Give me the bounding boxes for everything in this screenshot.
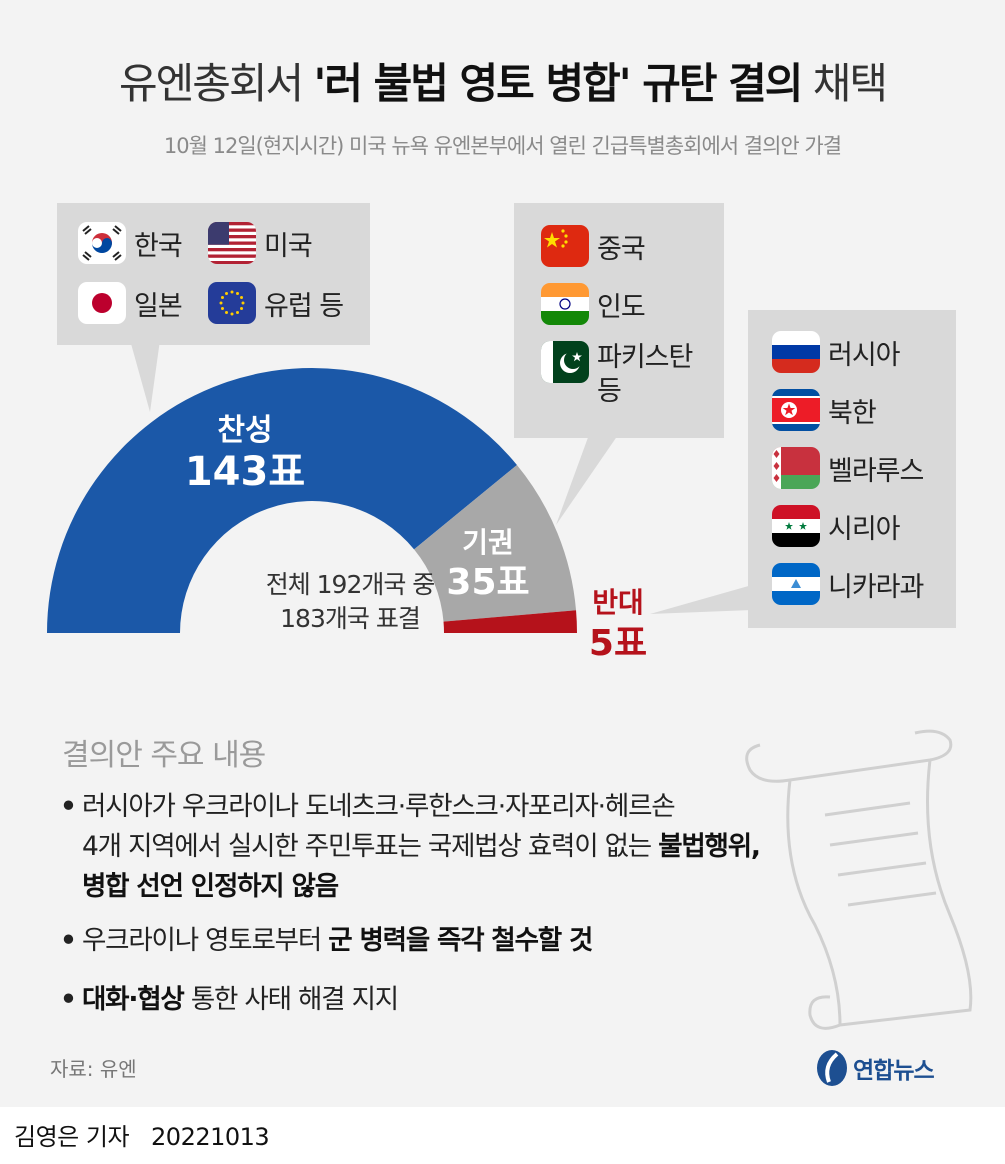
chart-center-label: 전체 192개국 중 183개국 표결: [265, 570, 436, 633]
yonhap-logo-icon: [817, 1050, 847, 1086]
chart-segment-favor: [47, 368, 517, 633]
country-syria: 시리아: [772, 505, 901, 547]
segment-value-label: 5표: [589, 623, 647, 664]
country-nicaragua: 니카라과: [772, 563, 924, 605]
country-usa: 미국: [208, 222, 313, 264]
japan-flag-icon: [78, 282, 126, 324]
page-subtitle: 10월 12일(현지시간) 미국 뉴욕 유엔본부에서 열린 긴급특별총회에서 결…: [163, 134, 842, 158]
india-flag-icon: [541, 283, 589, 325]
footer-credit: 김영은 기자 20221013: [14, 1117, 291, 1152]
resolution-heading: 결의안 주요 내용: [62, 738, 266, 773]
yonhap-logo: 연합뉴스: [815, 1048, 935, 1088]
scroll-icon: [745, 729, 973, 1030]
syria-flag-icon: [772, 505, 820, 547]
resolution-item-2: • 우크라이나 영토로부터 군 병력을 즉각 철수할 것: [60, 925, 593, 956]
country-korea: 한국: [78, 222, 183, 264]
korea-flag-icon: [78, 222, 126, 264]
eu-flag-icon: [208, 282, 256, 324]
resolution-item-1: • 러시아가 우크라이나 도네츠크·루한스크·자포리자·헤르손 4개 지역에서 실…: [60, 791, 761, 902]
segment-name-label: 찬성: [217, 413, 272, 448]
segment-value-label: 143표: [185, 449, 305, 495]
nicaragua-flag-icon: [772, 563, 820, 605]
chart-segment-abstain: [414, 464, 577, 622]
country-belarus: 벨라루스: [772, 447, 924, 489]
country-japan: 일본: [78, 282, 183, 324]
russia-flag-icon: [772, 331, 820, 373]
country-pakistan: 파키스탄 등: [541, 341, 693, 409]
pakistan-flag-icon: [541, 341, 589, 383]
segment-name-label: 기권: [462, 526, 514, 559]
segment-value-label: 35표: [446, 562, 529, 603]
favor-callout-pointer: [130, 340, 160, 412]
source-label: 자료: 유엔: [50, 1057, 137, 1081]
country-north-korea: 북한: [772, 389, 877, 431]
resolution-item-3: • 대화·협상 통한 사태 해결 지지: [60, 984, 399, 1015]
against-callout-pointer: [650, 585, 752, 614]
usa-flag-icon: [208, 222, 256, 264]
page-title: 유엔총회서 '러 불법 영토 병합' 규탄 결의 채택: [118, 59, 888, 108]
china-flag-icon: [541, 225, 589, 267]
chart-segment-against: [443, 610, 577, 633]
belarus-flag-icon: [772, 447, 820, 489]
country-india: 인도: [541, 283, 646, 325]
segment-name-label: 반대: [592, 586, 644, 619]
publish-date: 20221013: [151, 1123, 270, 1151]
country-russia: 러시아: [772, 331, 901, 373]
north-korea-flag-icon: [772, 389, 820, 431]
reporter-name: 김영은 기자: [14, 1123, 130, 1151]
abstain-callout-pointer: [556, 432, 620, 525]
country-eu: 유럽 등: [208, 282, 344, 324]
country-china: 중국: [541, 225, 646, 267]
